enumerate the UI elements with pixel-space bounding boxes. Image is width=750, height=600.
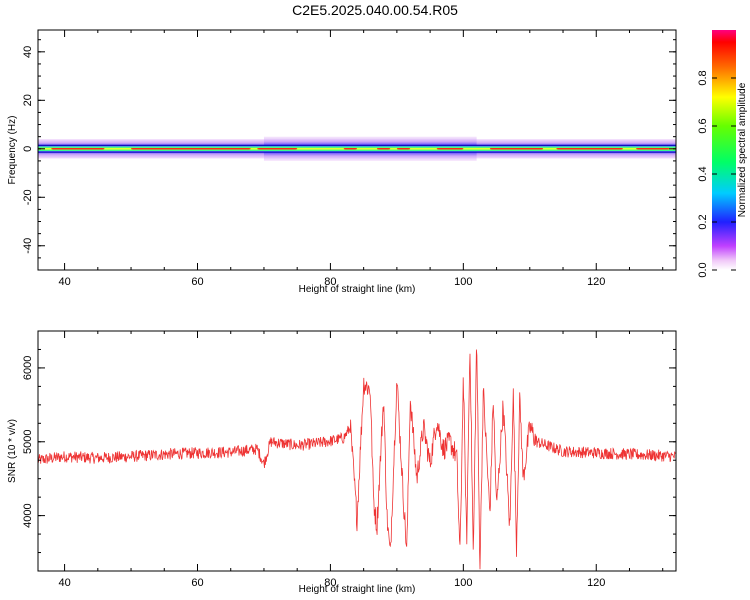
snr-panel: 40 60 80 100 120 4000 5000 6000 Height of strai… (7, 330, 677, 595)
snr-y-axis-label: SNR (10 * v/v) (7, 419, 18, 483)
heatmap-x-tick-label: 120 (587, 276, 605, 288)
heatmap-x-tick-label: 100 (454, 276, 472, 288)
snr-x-axis-label: Height of straight line (km) (299, 584, 416, 595)
snr-frame (37, 330, 677, 572)
colorbar-tick-label: 0.4 (697, 166, 709, 181)
heatmap-hotspot (343, 148, 357, 150)
snr-y-tick-label: 5000 (22, 430, 34, 454)
heatmap-x-tick-label: 80 (324, 276, 336, 288)
heatmap-panel: 40 60 80 100 120 -40 -20 0 20 40 Height of straig… (7, 29, 677, 295)
colorbar-ticks: 0.0 0.2 0.4 0.6 0.8 (697, 70, 736, 278)
colorbar-gradient (712, 30, 736, 270)
heatmap-hotspot (257, 148, 298, 150)
heatmap-band (38, 136, 676, 161)
snr-x-tick-label: 80 (324, 577, 336, 589)
colorbar-label: Normalized spectral amplitude (737, 82, 748, 217)
colorbar-tick-label: 0.2 (697, 214, 709, 229)
colorbar: 0.0 0.2 0.4 0.6 0.8 Normalized spectral ampl… (697, 30, 748, 278)
heatmap-hotspot (556, 148, 623, 150)
heatmap-x-tick-label: 40 (58, 276, 70, 288)
heatmap-hotspot (131, 148, 251, 150)
snr-series-line (38, 349, 676, 570)
heatmap-hotspot (436, 148, 464, 150)
heatmap-y-tick-label: -40 (22, 238, 34, 254)
heatmap-y-tick-label: 0 (22, 146, 34, 152)
heatmap-hotspot (51, 148, 105, 150)
heatmap-hotspot (489, 148, 544, 150)
heatmap-x-tick-label: 60 (191, 276, 203, 288)
colorbar-tick-label: 0.6 (697, 118, 709, 133)
heatmap-y-tick-label: 40 (22, 46, 34, 58)
heatmap-hotspot (396, 148, 411, 150)
heatmap-frame (37, 29, 677, 271)
heatmap-y-tick-label: 20 (22, 94, 34, 106)
snr-y-tick-label: 6000 (22, 356, 34, 380)
snr-ticks: 40 60 80 100 120 4000 5000 6000 (22, 330, 676, 589)
heatmap-ticks: 40 60 80 100 120 -40 -20 0 20 40 (22, 30, 676, 288)
heatmap-y-tick-label: -20 (22, 189, 34, 205)
colorbar-tick-label: 0.0 (697, 262, 709, 277)
snr-x-tick-label: 120 (587, 577, 605, 589)
heatmap-hotspot (636, 148, 670, 150)
snr-x-tick-label: 60 (191, 577, 203, 589)
heatmap-y-axis-label: Frequency (Hz) (7, 116, 18, 185)
chart-title: C2E5.2025.040.00.54.R05 (292, 2, 458, 18)
snr-x-tick-label: 40 (58, 577, 70, 589)
colorbar-tick-label: 0.8 (697, 70, 709, 85)
heatmap-x-axis-label: Height of straight line (km) (299, 284, 416, 295)
snr-y-tick-label: 4000 (22, 503, 34, 527)
heatmap-hotspot (376, 148, 391, 150)
snr-x-tick-label: 100 (454, 577, 472, 589)
